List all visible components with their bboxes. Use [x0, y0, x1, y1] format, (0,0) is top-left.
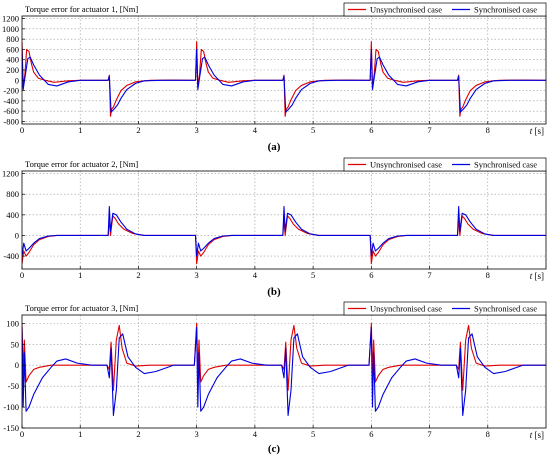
y-tick-label: 50 — [11, 339, 20, 349]
x-tick-label: 6 — [369, 270, 373, 280]
y-tick-label: -200 — [3, 86, 19, 96]
chart-title: Torque error for actuator 3, [Nm] — [25, 303, 138, 313]
x-tick-label: 8 — [486, 429, 490, 439]
x-tick-label: 1 — [78, 429, 82, 439]
x-axis-label-unit: [s] — [532, 271, 544, 281]
x-tick-label: 8 — [486, 270, 490, 280]
y-tick-label: -600 — [3, 106, 19, 116]
y-tick-label: 100 — [6, 318, 19, 328]
legend-entry: Unsynchronised case — [370, 160, 442, 170]
plot-frame — [21, 314, 547, 429]
x-tick-label: 0 — [20, 429, 24, 439]
y-tick-label: 800 — [6, 34, 19, 44]
y-tick-label: 1000 — [2, 24, 19, 34]
y-tick-label: 200 — [6, 65, 19, 75]
legend-entry: Unsynchronised case — [370, 304, 442, 314]
x-tick-label: 1 — [78, 125, 82, 135]
x-tick-label: 4 — [253, 270, 258, 280]
y-tick-label: 0 — [15, 230, 19, 240]
x-tick-label: 0 — [20, 125, 24, 135]
chart-panel-1: 0 1 2 3 4 5 6 7 8-800-600-400-200020040060080010… — [2, 2, 547, 153]
x-tick-label: 2 — [136, 125, 140, 135]
x-axis-label: t [s] — [530, 271, 544, 281]
legend-entry: Synchronised case — [474, 5, 537, 15]
y-tick-label: 400 — [6, 55, 19, 65]
x-tick-label: 8 — [486, 125, 490, 135]
chart-title: Torque error for actuator 1, [Nm] — [25, 4, 138, 14]
x-tick-label: 7 — [427, 429, 431, 439]
series-line-synchronised — [22, 327, 546, 416]
y-tick-label: 0 — [15, 360, 19, 370]
x-tick-label: 7 — [427, 270, 431, 280]
legend-entry: Synchronised case — [474, 160, 537, 170]
y-tick-label: 400 — [6, 210, 19, 220]
x-tick-label: 0 — [20, 270, 24, 280]
x-tick-label: 1 — [78, 270, 82, 280]
series-line-synchronised — [22, 48, 546, 113]
plot-frame — [21, 170, 547, 270]
legend-box — [343, 2, 547, 17]
x-axis-label-var: t — [530, 126, 533, 136]
x-tick-label: 3 — [195, 429, 199, 439]
panel-caption: (a) — [268, 141, 281, 153]
x-tick-label: 7 — [427, 125, 431, 135]
series-line-synchronised — [22, 206, 546, 257]
y-tick-label: -150 — [3, 423, 19, 433]
y-tick-label: 600 — [6, 44, 19, 54]
x-axis-label: t [s] — [530, 126, 544, 136]
legend: Unsynchronised case Synchronised case — [343, 157, 547, 172]
chart-title: Torque error for actuator 2, [Nm] — [25, 159, 138, 169]
x-axis-label-var: t — [530, 430, 533, 440]
x-tick-label: 3 — [195, 270, 199, 280]
panel-caption: (c) — [268, 443, 281, 455]
x-tick-label: 5 — [311, 270, 315, 280]
x-tick-label: 5 — [311, 125, 315, 135]
y-tick-label: 0 — [15, 75, 19, 85]
x-tick-label: 4 — [253, 125, 258, 135]
legend: Unsynchronised case Synchronised case — [343, 301, 547, 316]
y-tick-label: -800 — [3, 116, 19, 126]
panel-caption: (b) — [267, 286, 281, 298]
x-tick-label: 4 — [253, 429, 258, 439]
legend-entry: Unsynchronised case — [370, 5, 442, 15]
x-axis-label-var: t — [530, 271, 533, 281]
legend-entry: Synchronised case — [474, 304, 537, 314]
legend: Unsynchronised case Synchronised case — [343, 2, 547, 17]
y-tick-label: -100 — [3, 402, 19, 412]
legend-box — [343, 301, 547, 316]
legend-box — [343, 157, 547, 172]
x-axis-label: t [s] — [530, 430, 544, 440]
y-tick-label: 800 — [6, 189, 19, 199]
x-axis-label-unit: [s] — [532, 430, 544, 440]
x-tick-label: 3 — [195, 125, 199, 135]
x-axis-label-unit: [s] — [532, 126, 544, 136]
x-tick-label: 6 — [369, 125, 373, 135]
y-tick-label: -400 — [3, 251, 19, 261]
chart-panel-3: 0 1 2 3 4 5 6 7 8 -150 -100 -50 0 50 100 Torque error f… — [3, 301, 547, 455]
series-line-unsynchronised — [22, 215, 546, 265]
x-tick-label: 6 — [369, 429, 373, 439]
x-tick-label: 5 — [311, 429, 315, 439]
y-tick-label: -50 — [8, 381, 19, 391]
x-tick-label: 2 — [136, 270, 140, 280]
x-tick-label: 2 — [136, 429, 140, 439]
y-tick-label: 1200 — [2, 14, 19, 24]
y-tick-label: -400 — [3, 96, 19, 106]
y-tick-label: 1200 — [2, 169, 19, 179]
